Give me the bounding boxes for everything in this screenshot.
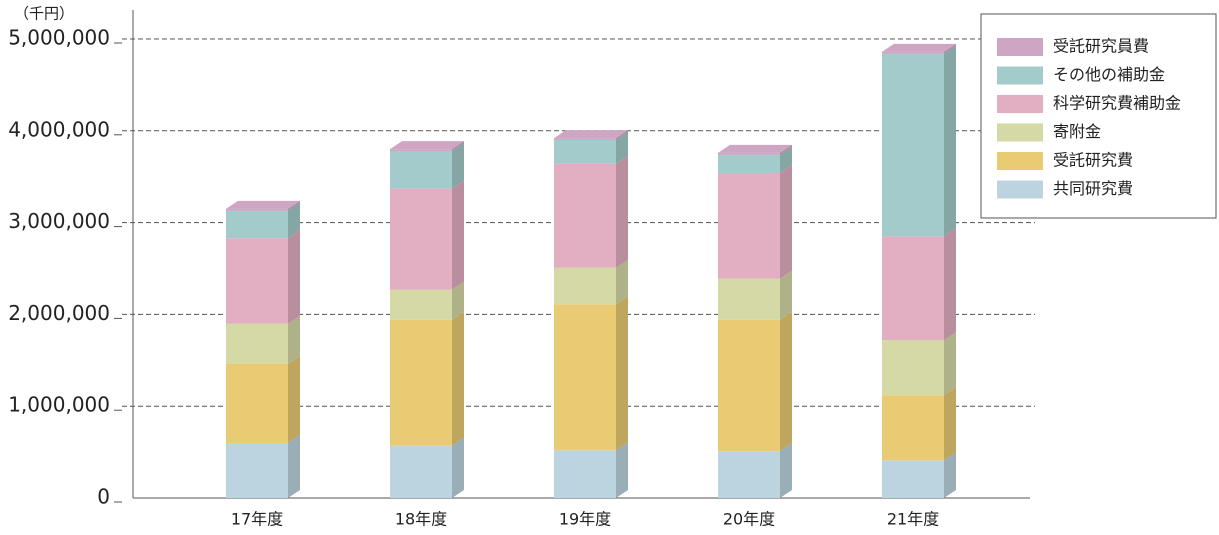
- bar-segment: [226, 210, 288, 239]
- bar-side: [452, 180, 464, 290]
- legend-swatch: [997, 152, 1043, 170]
- bar-segment: [554, 138, 616, 140]
- bar-segment: [390, 150, 452, 189]
- bar-segment: [718, 173, 780, 279]
- x-tick-label: 17年度: [231, 510, 283, 529]
- bar-segment: [718, 278, 780, 320]
- bar-segment: [554, 304, 616, 451]
- bar-side: [288, 434, 300, 498]
- legend-label: 科学研究費補助金: [1053, 94, 1181, 113]
- y-tick-label: 2,000,000: [8, 301, 110, 325]
- bar-segment: [226, 363, 288, 443]
- x-tick-label: 19年度: [559, 510, 611, 529]
- bar-segment: [882, 51, 944, 54]
- bar-side: [616, 155, 628, 268]
- bar-side: [780, 144, 792, 155]
- bar-side: [452, 437, 464, 498]
- bar-segment: [226, 208, 288, 211]
- bar-segment: [554, 267, 616, 305]
- y-tick-label: 1,000,000: [8, 393, 110, 417]
- legend-label: 受託研究員費: [1053, 37, 1149, 56]
- bar-segment: [390, 188, 452, 290]
- y-tick-label: 4,000,000: [8, 117, 110, 141]
- x-tick-label: 21年度: [887, 510, 939, 529]
- bar-side: [780, 146, 792, 174]
- bar-side: [780, 165, 792, 279]
- bar-segment: [226, 442, 288, 498]
- bar-segment: [718, 451, 780, 498]
- bar-top: [718, 144, 792, 153]
- legend-swatch: [997, 123, 1043, 142]
- bar-side: [452, 141, 464, 151]
- bar-side: [780, 443, 792, 498]
- bar-side: [616, 442, 628, 498]
- bar-side: [780, 270, 792, 320]
- bar-side: [944, 228, 956, 341]
- bar-segment: [882, 460, 944, 498]
- bar-side: [288, 315, 300, 364]
- bar-segment: [390, 289, 452, 320]
- bar-side: [944, 332, 956, 396]
- x-tick-label: 18年度: [395, 510, 447, 529]
- x-tick-label: 20年度: [723, 510, 775, 529]
- bar-top: [226, 200, 300, 209]
- bar-segment: [718, 154, 780, 174]
- bar-side: [288, 202, 300, 239]
- legend-label: 共同研究費: [1053, 179, 1133, 198]
- bar-top: [390, 141, 464, 150]
- bar-segment: [882, 236, 944, 341]
- bar-top: [882, 43, 956, 52]
- bar-segment: [390, 319, 452, 446]
- bar-side: [288, 200, 300, 211]
- bar-segment: [882, 340, 944, 396]
- bar-side: [944, 45, 956, 237]
- bar-segment: [390, 445, 452, 498]
- bar-segment: [226, 323, 288, 364]
- y-tick-label: 5,000,000: [8, 26, 110, 50]
- bar-segment: [882, 395, 944, 461]
- bar-side: [452, 281, 464, 320]
- bar-side: [616, 296, 628, 451]
- bar-segment: [390, 149, 452, 151]
- legend-swatch: [997, 180, 1043, 199]
- bar-side: [780, 311, 792, 452]
- legend-label: 寄附金: [1053, 122, 1101, 141]
- bar-side: [288, 355, 300, 443]
- y-tick-label: 0: [97, 485, 110, 509]
- legend-label: その他の補助金: [1053, 65, 1165, 84]
- bar-side: [616, 131, 628, 164]
- bar-segment: [554, 163, 616, 268]
- bar-side: [288, 230, 300, 324]
- bar-side: [944, 452, 956, 498]
- bar-side: [944, 387, 956, 461]
- bar-segment: [554, 450, 616, 498]
- y-unit: （千円）: [14, 5, 74, 23]
- bar-side: [616, 259, 628, 305]
- legend-swatch: [997, 66, 1043, 85]
- bar-side: [452, 311, 464, 446]
- legend-label: 受託研究費: [1053, 151, 1133, 170]
- bar-side: [616, 130, 628, 140]
- bar-side: [944, 43, 956, 54]
- legend-swatch: [997, 95, 1043, 113]
- y-tick-label: 3,000,000: [8, 209, 110, 233]
- bar-top: [554, 130, 628, 139]
- legend-swatch: [997, 38, 1043, 56]
- bar-segment: [882, 53, 944, 237]
- bar-segment: [718, 152, 780, 155]
- bar-side: [452, 142, 464, 189]
- bar-segment: [718, 319, 780, 452]
- bar-segment: [226, 238, 288, 324]
- bar-segment: [554, 139, 616, 164]
